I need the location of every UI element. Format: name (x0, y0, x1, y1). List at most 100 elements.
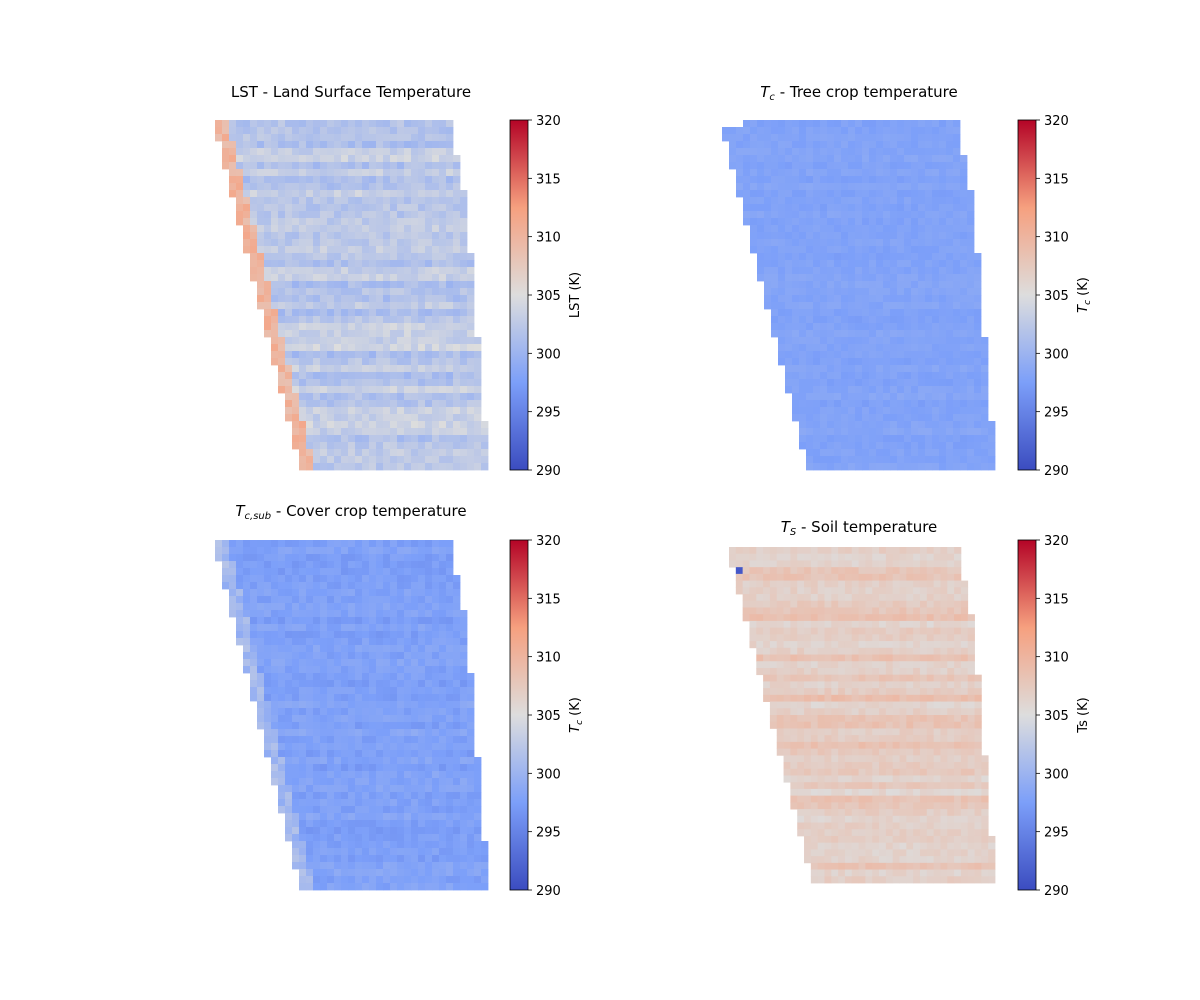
heatmap-cell (292, 134, 300, 142)
heatmap-cell (432, 659, 440, 667)
heatmap-cell (229, 589, 237, 597)
heatmap-cell (341, 785, 349, 793)
heatmap-cell (960, 183, 968, 191)
heatmap-cell (327, 428, 335, 436)
heatmap-cell (953, 120, 961, 128)
heatmap-cell (869, 204, 877, 212)
heatmap-cell (460, 736, 468, 744)
heatmap-cell (862, 428, 870, 436)
heatmap-cell (904, 120, 912, 128)
heatmap-cell (883, 442, 891, 450)
heatmap-cell (834, 155, 842, 163)
heatmap-cell (383, 687, 391, 695)
heatmap-cell (313, 414, 321, 422)
heatmap-cell (446, 435, 454, 443)
heatmap-cell (376, 365, 384, 373)
heatmap-cell (897, 449, 905, 457)
heatmap-cell (467, 337, 475, 345)
heatmap-cell (988, 442, 996, 450)
heatmap-cell (250, 687, 258, 695)
heatmap-cell (911, 330, 919, 338)
heatmap-cell (355, 561, 363, 569)
heatmap-cell (320, 330, 328, 338)
heatmap-cell (390, 358, 398, 366)
heatmap-cell (383, 757, 391, 765)
heatmap-cell (306, 659, 314, 667)
heatmap-cell (883, 302, 891, 310)
heatmap-cell (425, 386, 433, 394)
heatmap-cell (813, 246, 821, 254)
heatmap-cell (327, 708, 335, 716)
heatmap-cell (446, 330, 454, 338)
heatmap-cell (890, 435, 898, 443)
heatmap-cell (892, 547, 900, 555)
heatmap-cell (411, 330, 419, 338)
heatmap-cell (411, 792, 419, 800)
heatmap-cell (883, 400, 891, 408)
heatmap-cell (257, 218, 265, 226)
heatmap-cell (341, 673, 349, 681)
heatmap-cell (967, 274, 975, 282)
heatmap-cell (827, 239, 835, 247)
heatmap-cell (313, 631, 321, 639)
heatmap-cell (404, 407, 412, 415)
panel-title: LST - Land Surface Temperature (231, 83, 471, 101)
heatmap-cell (904, 176, 912, 184)
heatmap-cell (932, 449, 940, 457)
heatmap-cell (792, 239, 800, 247)
heatmap-cell (285, 582, 293, 590)
heatmap-cell (869, 407, 877, 415)
heatmap-cell (236, 568, 244, 576)
heatmap-cell (278, 281, 286, 289)
heatmap-cell (960, 260, 968, 268)
heatmap-cell (306, 715, 314, 723)
heatmap-cell (446, 127, 454, 135)
heatmap-cell (278, 267, 286, 275)
heatmap-cell (432, 232, 440, 240)
heatmap-cell (285, 638, 293, 646)
heatmap-cell (899, 594, 907, 602)
heatmap-cell (306, 575, 314, 583)
heatmap-cell (446, 799, 454, 807)
heatmap-cell (327, 407, 335, 415)
heatmap-cell (348, 428, 356, 436)
heatmap-cell (960, 309, 968, 317)
heatmap-cell (236, 589, 244, 597)
heatmap-cell (841, 197, 849, 205)
heatmap-cell (418, 785, 426, 793)
heatmap-cell (285, 190, 293, 198)
heatmap-cell (292, 694, 300, 702)
heatmap-cell (418, 862, 426, 870)
heatmap-cell (362, 862, 370, 870)
heatmap-cell (313, 253, 321, 261)
heatmap-cell (369, 715, 377, 723)
heatmap-cell (313, 435, 321, 443)
heatmap-cell (355, 876, 363, 884)
heatmap-cell (939, 169, 947, 177)
heatmap-cell (320, 582, 328, 590)
heatmap-cell (467, 379, 475, 387)
heatmap-cell (862, 442, 870, 450)
heatmap-cell (390, 834, 398, 842)
heatmap-cell (369, 645, 377, 653)
heatmap-cell (897, 365, 905, 373)
heatmap-cell (460, 652, 468, 660)
heatmap-cell (813, 302, 821, 310)
heatmap-cell (404, 169, 412, 177)
heatmap-cell (785, 274, 793, 282)
heatmap-cell (292, 386, 300, 394)
heatmap-cell (432, 120, 440, 128)
heatmap-cell (778, 197, 786, 205)
heatmap-cell (474, 827, 482, 835)
heatmap-cell (813, 120, 821, 128)
heatmap-cell (418, 792, 426, 800)
heatmap-cell (848, 330, 856, 338)
heatmap-cell (897, 183, 905, 191)
heatmap-cell (862, 204, 870, 212)
heatmap-cell (460, 610, 468, 618)
heatmap-cell (899, 553, 907, 561)
heatmap-cell (904, 204, 912, 212)
heatmap-cell (243, 183, 251, 191)
heatmap-cell (425, 351, 433, 359)
heatmap-cell (446, 358, 454, 366)
